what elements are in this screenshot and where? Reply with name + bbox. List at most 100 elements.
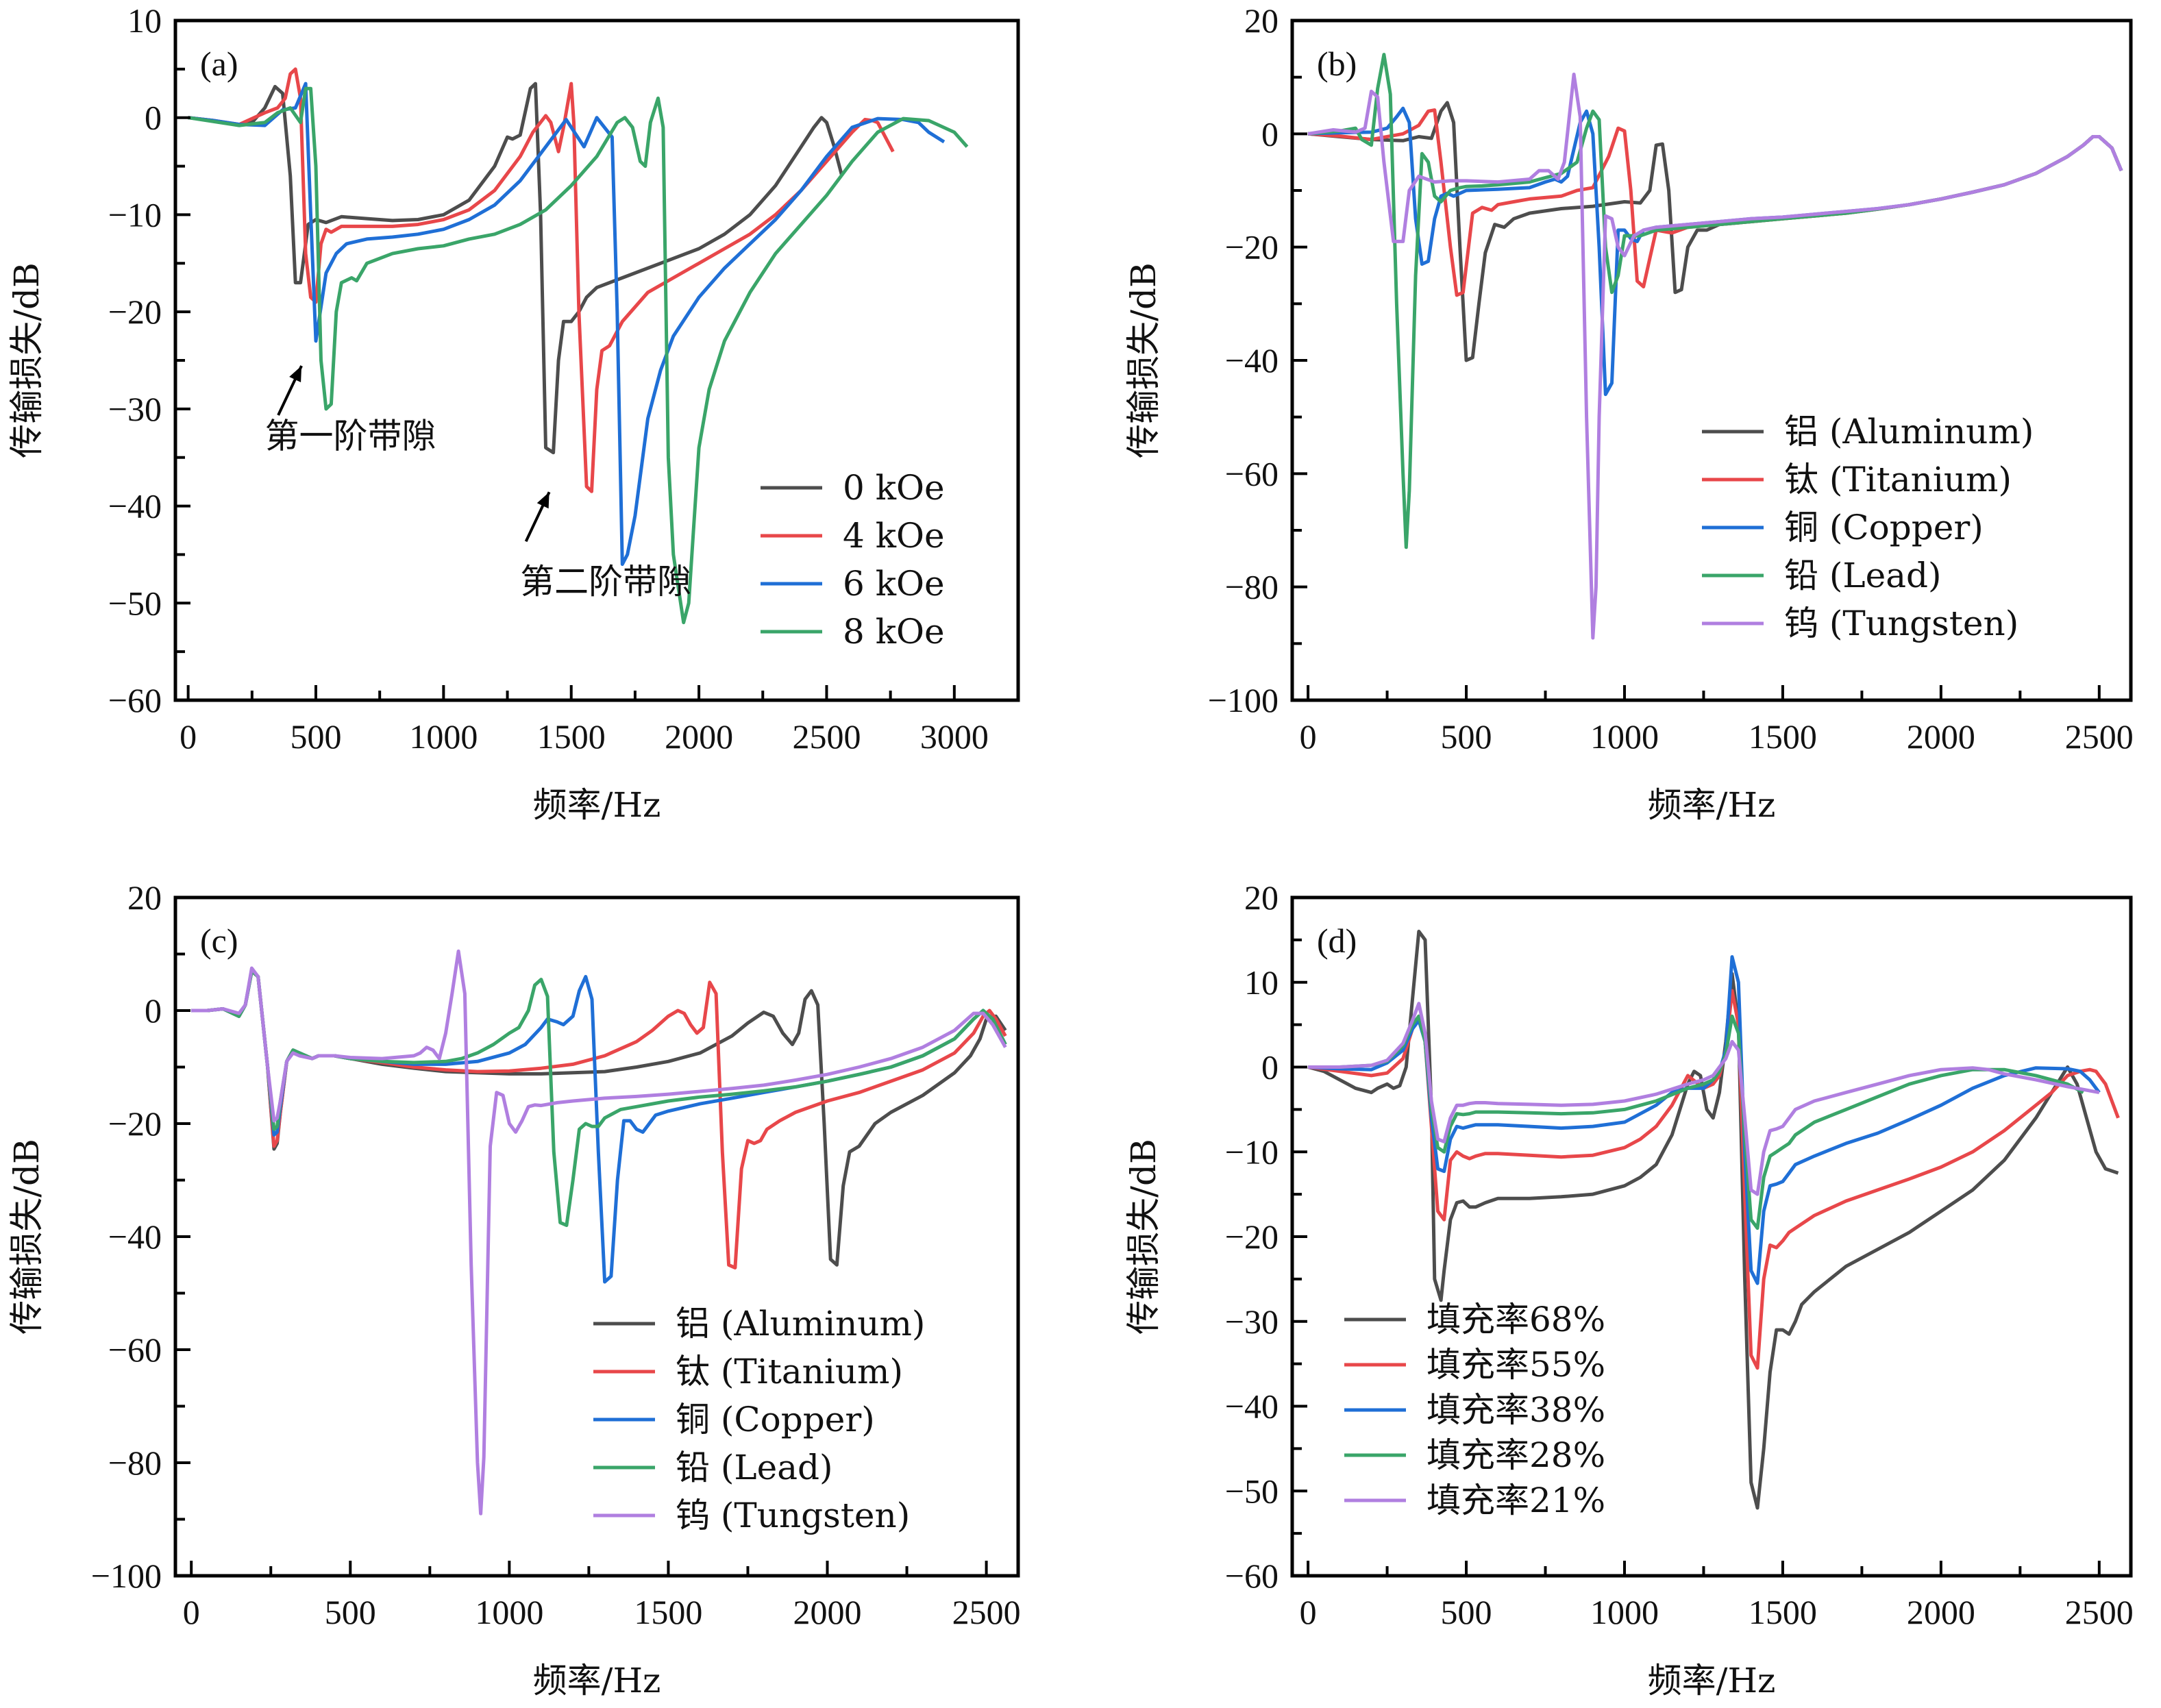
series-line-4 kOe — [188, 67, 895, 493]
series-line-填充率21% — [1308, 1002, 2100, 1196]
y-tick-label: −60 — [108, 1330, 162, 1369]
x-tick-label: 500 — [291, 717, 342, 756]
x-tick-label: 1500 — [634, 1593, 702, 1631]
x-axis-title: 频率/Hz — [533, 1661, 661, 1700]
y-tick-label: −100 — [1208, 681, 1279, 719]
y-tick-label: −60 — [108, 681, 162, 719]
y-tick-label: 10 — [1244, 963, 1279, 1002]
y-tick-label: −10 — [1225, 1133, 1279, 1171]
x-tick-label: 2000 — [1907, 717, 1975, 756]
y-tick-label: −20 — [1225, 1217, 1279, 1256]
series-line-铅 (Lead) — [191, 969, 1007, 1227]
legend-label: 铅 (Lead) — [1784, 556, 1942, 595]
panel-a: 0 500 1000 1500 2000 2500 3000 10 0 −10 −20 −30 −40 −… — [7, 1, 1020, 825]
series-group — [1307, 930, 2120, 1510]
y-tick-label: −80 — [108, 1444, 162, 1482]
legend-label: 铝 (Aluminum) — [1784, 412, 2034, 451]
y-tick-label: −20 — [108, 1104, 162, 1143]
y-tick-label: −60 — [1225, 454, 1279, 493]
panel-c: 0 500 1000 1500 2000 2500 20 0 −20 −40 −60 −80 −100 频… — [7, 878, 1021, 1700]
panel-d: 0 500 1000 1500 2000 2500 20 10 0 −10 −20 −30 −40 −50… — [1124, 878, 2134, 1700]
x-tick-label: 2000 — [665, 717, 733, 756]
legend-label: 铜 (Copper) — [676, 1400, 875, 1439]
legend-label: 钛 (Titanium) — [676, 1352, 903, 1391]
annotation-label: 第二阶带隙 — [520, 562, 691, 602]
y-tick-label: 0 — [1261, 114, 1279, 153]
y-tick-label: −40 — [108, 1217, 162, 1256]
y-tick-label: −30 — [108, 390, 162, 428]
x-tick-label: 1000 — [475, 1593, 543, 1631]
x-tick-label: 2500 — [952, 1593, 1021, 1631]
x-tick-label: 0 — [1300, 717, 1317, 756]
y-axis-title: 传输损失/dB — [1124, 262, 1163, 458]
legend-label: 钨 (Tungsten) — [676, 1496, 910, 1535]
y-tick-label: 20 — [127, 878, 162, 917]
y-tick-label: −50 — [108, 584, 162, 622]
x-tick-label: 1500 — [537, 717, 606, 756]
x-tick-label: 0 — [1300, 1593, 1317, 1631]
y-tick-label: 20 — [1244, 1, 1279, 40]
legend-label: 填充率28% — [1427, 1435, 1605, 1475]
legend-label: 6 kOe — [843, 564, 945, 604]
legend-label: 铝 (Aluminum) — [676, 1304, 925, 1344]
series-line-6 kOe — [188, 82, 946, 567]
legend-label: 填充率55% — [1427, 1345, 1605, 1385]
legend-label: 填充率38% — [1427, 1390, 1605, 1430]
x-tick-label: 1000 — [409, 717, 478, 756]
series-line-8 kOe — [188, 86, 969, 625]
series-line-填充率68% — [1307, 930, 2119, 1510]
y-tick-label: −20 — [108, 293, 162, 331]
x-tick-label: 0 — [183, 1593, 200, 1631]
panel-label: (b) — [1317, 45, 1357, 83]
series-group — [1307, 53, 2123, 640]
legend-label: 钨 (Tungsten) — [1784, 604, 2018, 643]
arrow-head-icon — [289, 366, 302, 382]
series-line-填充率28% — [1308, 1014, 2084, 1230]
x-tick-label: 2500 — [2065, 717, 2134, 756]
x-tick-label: 0 — [180, 717, 197, 756]
annotation-label: 第一阶带隙 — [264, 417, 436, 456]
legend-label: 8 kOe — [843, 612, 945, 652]
panel-label: (d) — [1317, 921, 1357, 960]
series-line-填充率38% — [1307, 955, 2101, 1285]
y-tick-label: −20 — [1225, 228, 1279, 267]
y-axis-title: 传输损失/dB — [7, 262, 47, 458]
x-axis-title: 频率/Hz — [1648, 785, 1776, 825]
x-tick-label: 2500 — [2065, 1593, 2134, 1631]
series-line-钨 (Tungsten) — [1307, 73, 2123, 640]
legend-label: 填充率21% — [1427, 1481, 1605, 1520]
y-axis-title: 传输损失/dB — [1124, 1139, 1163, 1335]
y-tick-label: −30 — [1225, 1302, 1279, 1341]
arrow-head-icon — [536, 492, 549, 509]
y-tick-label: −60 — [1225, 1557, 1279, 1595]
y-tick-label: −40 — [1225, 1387, 1279, 1426]
panel-label: (c) — [200, 921, 238, 960]
y-tick-label: −40 — [1225, 341, 1279, 380]
x-tick-label: 500 — [325, 1593, 376, 1631]
x-tick-label: 1500 — [1749, 717, 1817, 756]
y-tick-label: −80 — [1225, 568, 1279, 606]
y-tick-label: −10 — [108, 195, 162, 234]
x-tick-label: 3000 — [920, 717, 989, 756]
x-tick-label: 2500 — [792, 717, 861, 756]
legend-label: 4 kOe — [843, 516, 945, 556]
y-tick-label: 0 — [145, 99, 162, 137]
panel-label: (a) — [200, 45, 238, 83]
panel-b: 0 500 1000 1500 2000 2500 20 0 −20 −40 −60 −80 −100 频… — [1124, 1, 2134, 825]
x-tick-label: 1500 — [1749, 1593, 1817, 1631]
x-tick-label: 500 — [1441, 717, 1492, 756]
y-tick-label: −100 — [91, 1557, 162, 1595]
legend-label: 0 kOe — [843, 468, 945, 508]
series-line-铜 (Copper) — [1308, 106, 2123, 397]
series-line-钛 (Titanium) — [191, 969, 1007, 1270]
y-tick-label: 0 — [145, 991, 162, 1030]
series-line-钨 (Tungsten) — [191, 949, 1007, 1515]
y-tick-label: 20 — [1244, 878, 1279, 917]
x-axis-title: 频率/Hz — [533, 785, 661, 825]
legend-label: 填充率68% — [1427, 1300, 1605, 1339]
series-group — [188, 67, 969, 625]
x-tick-label: 2000 — [1907, 1593, 1975, 1631]
y-tick-label: −40 — [108, 487, 162, 525]
y-tick-label: −50 — [1225, 1472, 1279, 1510]
